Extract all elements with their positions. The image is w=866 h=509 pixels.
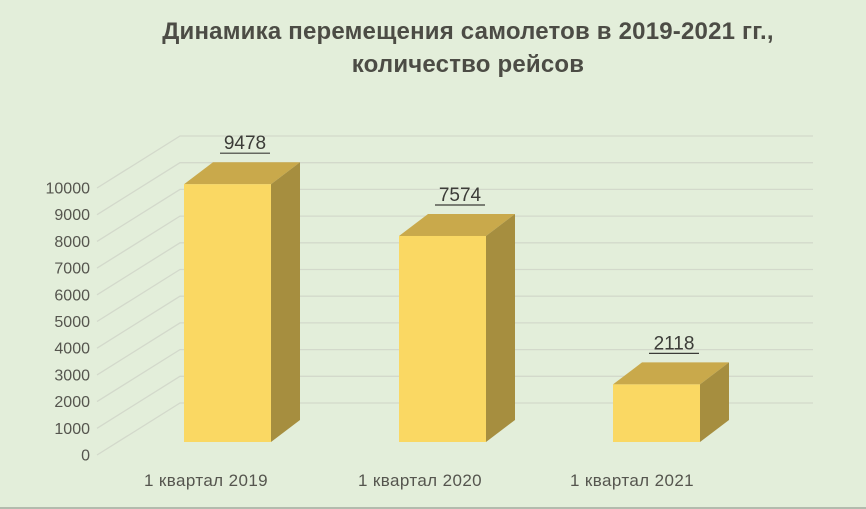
gridline: [96, 242, 813, 296]
column-front-face: [184, 184, 271, 442]
y-axis-tick-label: 6000: [54, 287, 90, 304]
column-top-face: [184, 162, 300, 185]
data-label: 9478: [224, 133, 266, 154]
gridline: [96, 348, 813, 403]
gridline: [96, 268, 813, 323]
chart-title: Динамика перемещения самолетов в 2019-20…: [70, 15, 866, 81]
column-side-face: [271, 162, 300, 442]
gridline: [96, 402, 813, 456]
data-label: 2118: [654, 333, 695, 354]
y-axis-tick-label: 8000: [54, 234, 90, 251]
y-axis-tick-label: 0: [81, 448, 90, 465]
y-axis-tick-label: 10000: [46, 181, 91, 198]
gridline: [96, 162, 813, 216]
y-axis-tick-label: 4000: [54, 341, 90, 358]
y-axis-tick-label: 9000: [54, 207, 90, 224]
gridline: [96, 322, 813, 376]
column-front-face: [613, 384, 700, 442]
column-front-face: [399, 235, 486, 442]
y-axis-tick-label: 1000: [54, 421, 90, 438]
gridline: [96, 295, 813, 349]
y-axis-tick-label: 3000: [54, 367, 90, 384]
x-axis-category-label: 1 квартал 2020: [358, 471, 482, 490]
gridline: [96, 188, 813, 242]
window-bottom-border: [0, 507, 866, 509]
column-top-face: [613, 362, 729, 385]
gridline: [96, 135, 813, 189]
chart-title-line-1: Динамика перемещения самолетов в 2019-20…: [162, 18, 774, 45]
x-axis-category-label: 1 квартал 2019: [144, 471, 268, 490]
column-side-face: [700, 362, 729, 442]
gridline: [96, 375, 813, 429]
column-side-face: [486, 213, 515, 442]
y-axis-tick-label: 5000: [54, 314, 90, 331]
y-axis-tick-label: 2000: [54, 394, 90, 411]
data-label: 7574: [439, 185, 482, 206]
chart-title-line-2: количество рейсов: [351, 51, 585, 78]
gridline: [96, 215, 813, 269]
x-axis-category-label: 1 квартал 2021: [570, 471, 694, 490]
y-axis-tick-label: 7000: [54, 261, 90, 278]
column-top-face: [399, 213, 515, 236]
